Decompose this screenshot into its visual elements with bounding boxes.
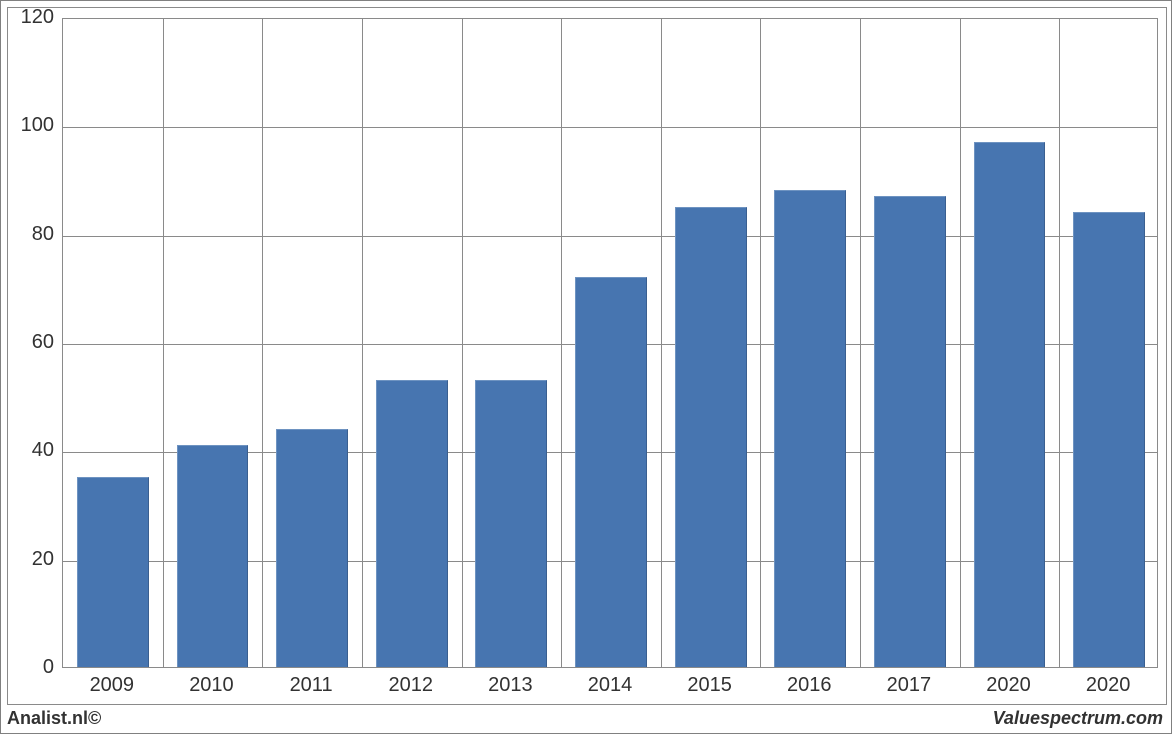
x-tick-label: 2013 [461, 674, 561, 697]
gridline-vertical [1059, 19, 1060, 667]
bar [974, 142, 1046, 667]
x-tick-label: 2010 [162, 674, 262, 697]
plot-area [62, 18, 1158, 668]
footer-left-text: Analist.nl© [7, 708, 101, 729]
x-tick-label: 2020 [1058, 674, 1158, 697]
x-tick-label: 2009 [62, 674, 162, 697]
bar [1073, 212, 1145, 667]
y-tick-label: 0 [8, 656, 54, 679]
chart-inner-frame: 0 20 40 60 80 100 120 200920102011201220132014… [7, 7, 1167, 705]
x-tick-label: 2017 [859, 674, 959, 697]
bar [675, 207, 747, 667]
gridline-vertical [860, 19, 861, 667]
y-tick-label: 60 [8, 331, 54, 354]
gridline-vertical [760, 19, 761, 667]
bar [575, 277, 647, 667]
y-tick-label: 100 [8, 114, 54, 137]
gridline-vertical [262, 19, 263, 667]
gridline-vertical [561, 19, 562, 667]
bar [774, 190, 846, 667]
x-tick-label: 2020 [959, 674, 1059, 697]
bar [475, 380, 547, 667]
y-tick-label: 20 [8, 548, 54, 571]
y-tick-label: 40 [8, 439, 54, 462]
y-tick-label: 120 [8, 6, 54, 29]
gridline-vertical [163, 19, 164, 667]
x-tick-label: 2012 [361, 674, 461, 697]
bar [77, 477, 149, 667]
x-tick-label: 2011 [261, 674, 361, 697]
x-tick-label: 2015 [660, 674, 760, 697]
gridline-vertical [661, 19, 662, 667]
bar [376, 380, 448, 667]
bar [177, 445, 249, 667]
gridline-horizontal [63, 127, 1157, 128]
bar [874, 196, 946, 667]
gridline-vertical [362, 19, 363, 667]
x-tick-label: 2014 [560, 674, 660, 697]
footer-right-text: Valuespectrum.com [993, 708, 1163, 729]
x-tick-label: 2016 [759, 674, 859, 697]
bar [276, 429, 348, 667]
gridline-vertical [960, 19, 961, 667]
y-tick-label: 80 [8, 223, 54, 246]
gridline-vertical [462, 19, 463, 667]
chart-outer-frame: 0 20 40 60 80 100 120 200920102011201220132014… [0, 0, 1172, 734]
